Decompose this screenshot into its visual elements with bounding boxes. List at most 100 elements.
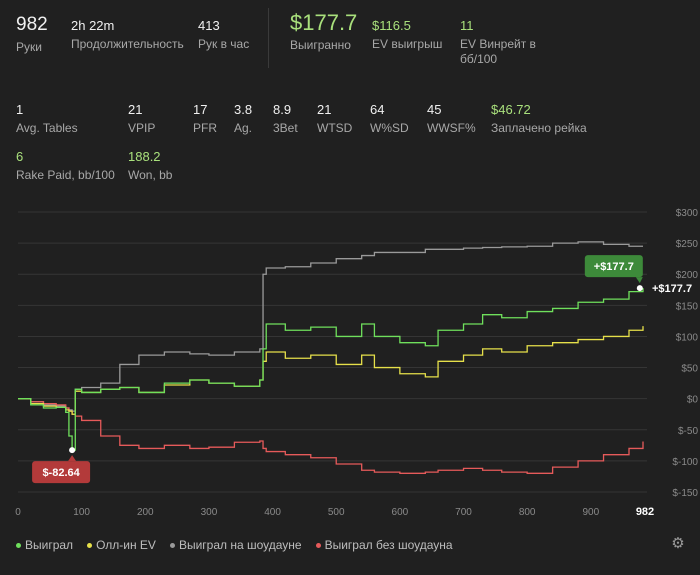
stat-value: 45 <box>427 102 442 117</box>
legend-item-won[interactable]: Выиграл <box>16 538 73 552</box>
y-tick-label: $250 <box>676 239 699 250</box>
legend-label: Выиграл без шоудауна <box>324 538 453 552</box>
stat-rake-paid: $46.72 Заплачено рейка <box>491 102 587 136</box>
stat-value: 3.8 <box>234 102 253 117</box>
stat-hands-per-hour: 413 Рук в час <box>198 18 249 52</box>
stat-label: VPIP <box>128 121 156 135</box>
stat-label: Выигранно <box>290 38 351 52</box>
legend-dot <box>16 542 21 548</box>
series-line-nonshowdown <box>18 398 644 474</box>
x-tick-label: 800 <box>519 507 536 518</box>
stat-avg-tables: 1 Avg. Tables <box>16 102 78 136</box>
min-point <box>69 447 76 454</box>
y-tick-label: $100 <box>676 332 699 343</box>
stat-label: 3Bet <box>273 121 298 135</box>
stat-value: 6 <box>16 149 24 164</box>
x-tick-label: 0 <box>15 507 21 518</box>
stat-label: EV выигрыш <box>372 37 443 51</box>
stat-value: 21 <box>128 102 143 117</box>
stat-label: W%SD <box>370 121 409 135</box>
stat-label: Рук в час <box>198 37 250 51</box>
stat-value: 8.9 <box>273 102 292 117</box>
stat-vpip: 21 VPIP <box>128 102 155 136</box>
y-tick-label: $50 <box>681 364 698 375</box>
y-tick-label: $-150 <box>672 488 698 499</box>
stat-value: $177.7 <box>290 10 358 35</box>
stat-wtsd: 21 WTSD <box>317 102 352 136</box>
end-value-label: +$177.7 <box>652 283 692 295</box>
stat-won-bb: 188.2 Won, bb <box>128 149 172 183</box>
stat-value: $116.5 <box>372 18 411 33</box>
stat-label: Руки <box>16 40 42 54</box>
stat-value: 11 <box>460 18 474 33</box>
stat-rake-bb100: 6 Rake Paid, bb/100 <box>16 149 115 183</box>
y-tick-label: $-100 <box>672 457 698 468</box>
legend-label: Выиграл <box>25 538 74 552</box>
stat-label: EV Винрейт в <box>460 37 536 51</box>
divider <box>268 8 269 68</box>
legend-item-nonshowdown[interactable]: Выиграл без шоудауна <box>315 538 453 552</box>
stat-ag: 3.8 Ag. <box>234 102 252 136</box>
stat-wwsf: 45 WWSF% <box>427 102 476 136</box>
stat-label-2: бб/100 <box>460 52 498 66</box>
stat-value: 188.2 <box>128 149 161 164</box>
stat-label: Ag. <box>234 121 253 135</box>
stat-label: PFR <box>193 121 217 135</box>
y-tick-label: $-50 <box>678 426 698 437</box>
legend-label: Выиграл на шоудауне <box>178 538 302 552</box>
stat-value: 64 <box>370 102 385 117</box>
max-label-pointer <box>635 277 643 284</box>
series-line-allin-ev <box>18 326 644 415</box>
y-tick-label: $300 <box>676 208 699 219</box>
stat-label: Rake Paid, bb/100 <box>16 168 115 182</box>
stat-value: $46.72 <box>491 102 531 117</box>
stat-label: Продолжительность <box>71 37 184 51</box>
stat-label: WWSF% <box>427 121 476 135</box>
legend-label: Олл-ин EV <box>96 538 156 552</box>
stat-ev-winrate: 11 EV Винрейт в бб/100 <box>460 18 536 67</box>
chart-legend: Выиграл Олл-ин EV Выиграл на шоудауне Вы… <box>16 538 453 552</box>
max-label-box <box>584 255 643 278</box>
x-tick-label: 400 <box>264 507 281 518</box>
x-tick-label: 300 <box>201 507 218 518</box>
stat-value: 21 <box>317 102 332 117</box>
stat-value: 413 <box>198 18 220 33</box>
stat-label: WTSD <box>317 121 353 135</box>
max-point <box>636 285 643 292</box>
max-label: +$177.7 <box>594 261 634 273</box>
x-end-label: 982 <box>636 506 654 518</box>
gear-icon[interactable]: ⚙ <box>671 535 685 552</box>
stat-duration: 2h 22m Продолжительность <box>71 18 184 52</box>
legend-dot <box>315 542 321 548</box>
stat-won: $177.7 Выигранно <box>290 12 357 53</box>
stat-label: Won, bb <box>128 168 173 182</box>
x-tick-label: 100 <box>73 507 90 518</box>
x-tick-label: 200 <box>137 507 154 518</box>
x-tick-label: 600 <box>392 507 409 518</box>
x-tick-label: 500 <box>328 507 345 518</box>
stat-value: 1 <box>16 102 24 117</box>
stat-label: Avg. Tables <box>16 121 78 135</box>
legend-dot <box>87 542 93 548</box>
min-label-pointer <box>68 455 77 462</box>
stat-value: 17 <box>193 102 208 117</box>
x-tick-label: 900 <box>582 507 599 518</box>
stat-pfr: 17 PFR <box>193 102 217 136</box>
stat-label: Заплачено рейка <box>491 121 587 135</box>
min-label: $-82.64 <box>42 467 80 479</box>
y-tick-label: $0 <box>687 395 699 406</box>
x-tick-label: 700 <box>455 507 472 518</box>
series-line-showdown <box>18 241 643 412</box>
legend-dot <box>169 542 175 548</box>
legend-item-showdown[interactable]: Выиграл на шоудауне <box>169 538 302 552</box>
stat-3bet: 8.9 3Bet <box>273 102 298 136</box>
legend-item-allin-ev[interactable]: Олл-ин EV <box>87 538 156 552</box>
stat-ev-won: $116.5 EV выигрыш <box>372 18 442 52</box>
min-label-box <box>32 461 91 484</box>
series-line-won <box>18 288 644 451</box>
stat-hands: 982 Руки <box>16 14 48 55</box>
stat-value: 2h 22m <box>71 18 115 33</box>
stat-wsd: 64 W%SD <box>370 102 409 136</box>
stat-value: 982 <box>16 14 48 35</box>
winnings-chart[interactable]: $300 $250 $200 $150 $100 $50 $0 $-50 $-100 $-150 0… <box>0 195 700 525</box>
